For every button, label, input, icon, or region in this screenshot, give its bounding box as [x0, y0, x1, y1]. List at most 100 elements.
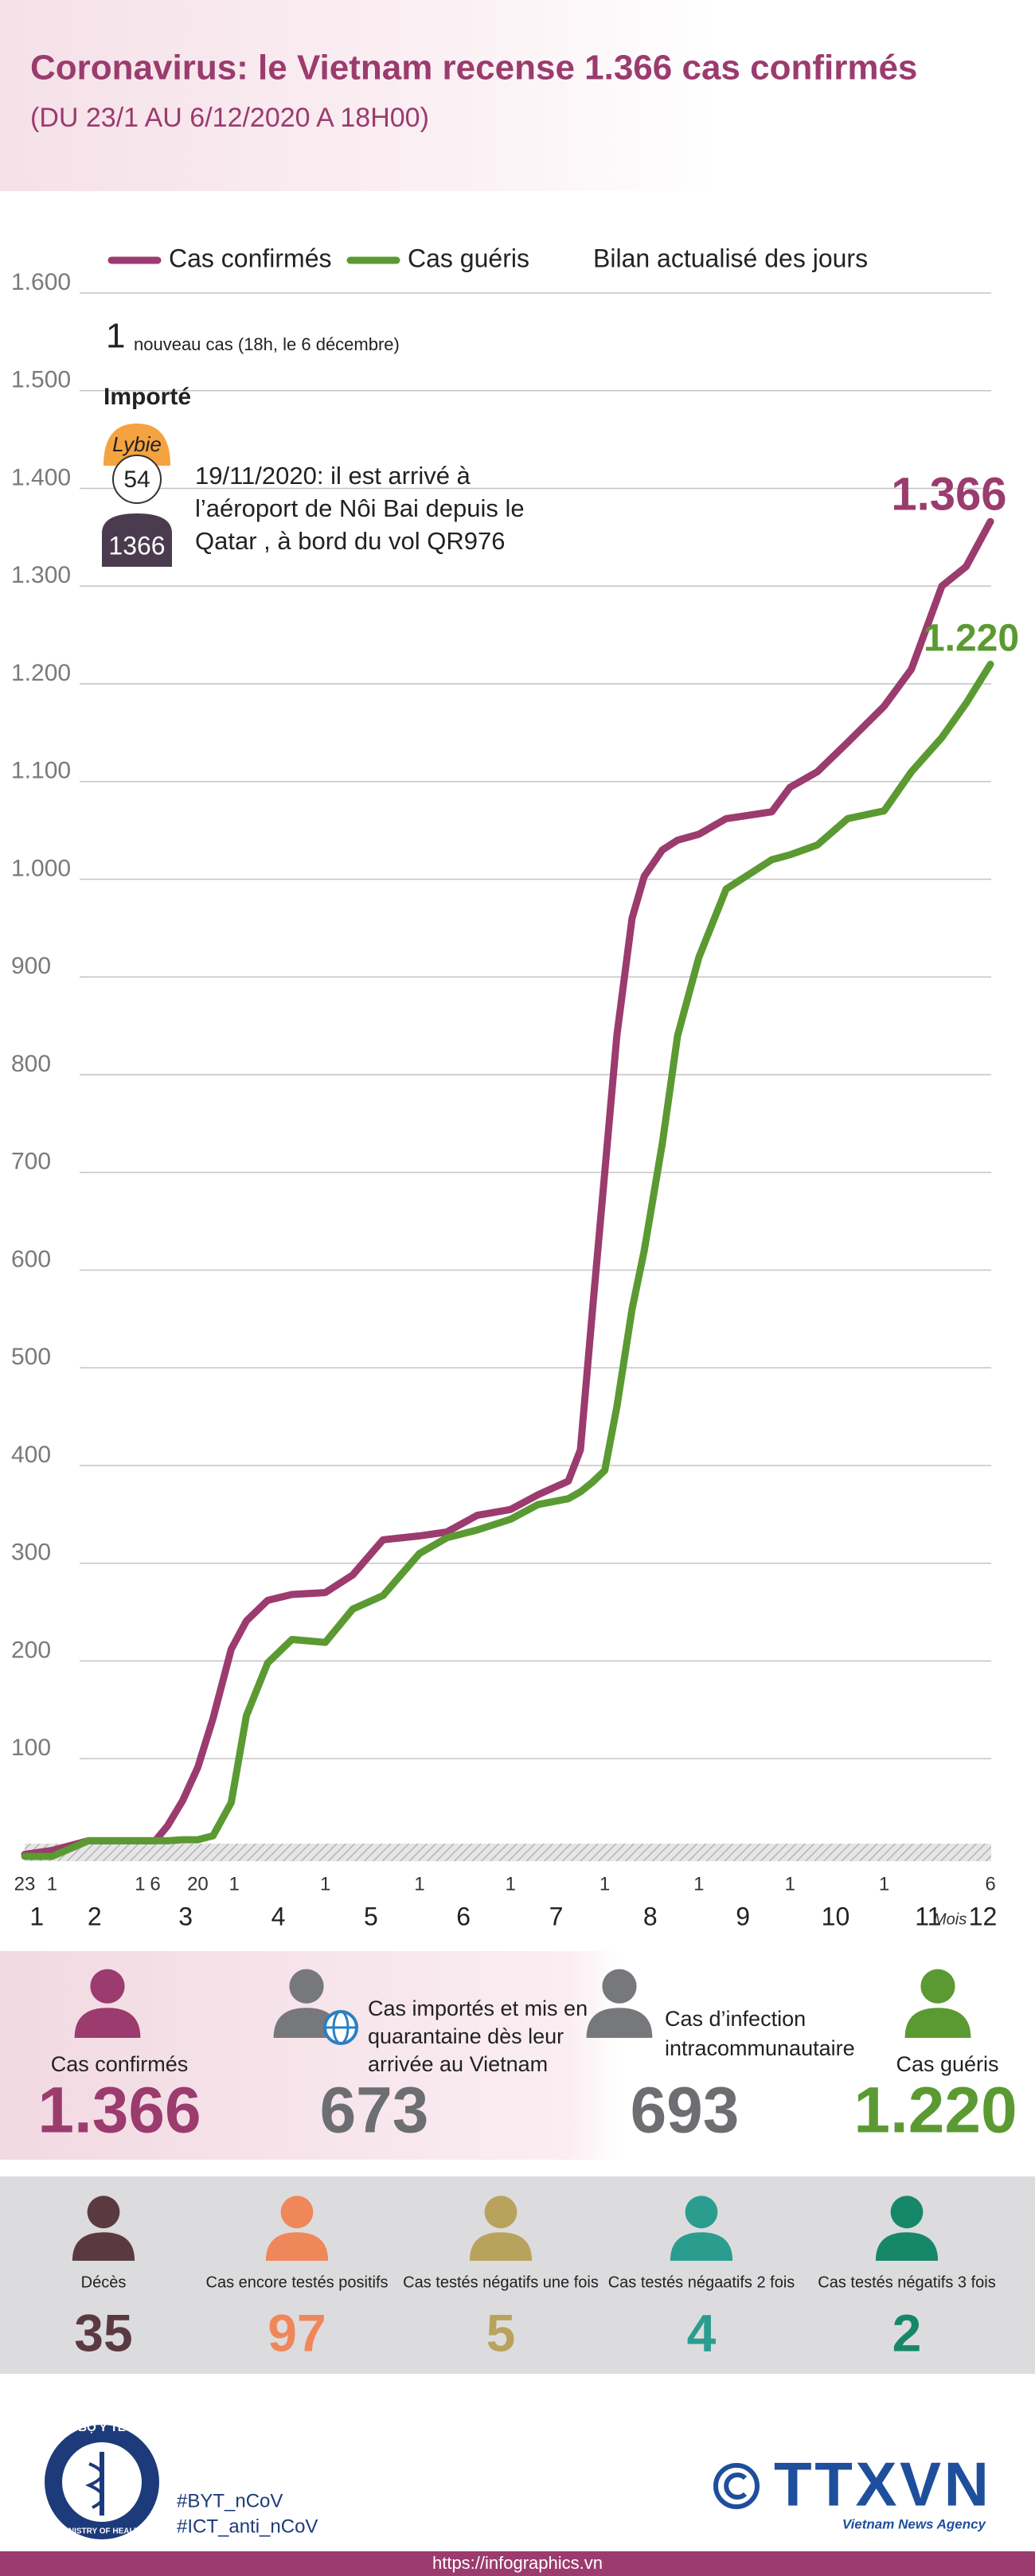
person-icon-body — [74, 2008, 141, 2038]
summary-background — [0, 1951, 1035, 2160]
x-tick-label: 1 — [414, 1873, 424, 1895]
person-icon-head — [685, 2195, 718, 2229]
x-tick-label: 1 — [600, 1873, 610, 1895]
summary-value: 1.220 — [853, 2074, 1017, 2147]
month-label: 6 — [456, 1902, 471, 1930]
status-value: 35 — [74, 2303, 132, 2362]
y-tick-label: 1.500 — [11, 367, 71, 393]
summary-label: Cas guéris — [896, 2052, 998, 2076]
person-icon-body — [469, 2232, 533, 2261]
copyright-c — [724, 2473, 748, 2500]
person-icon-body — [586, 2008, 653, 2038]
agency-subtitle: Vietnam News Agency — [842, 2516, 987, 2531]
month-label: 8 — [643, 1902, 658, 1930]
x-tick-label: 1 — [135, 1873, 145, 1895]
y-tick-label: 600 — [11, 1246, 51, 1272]
status-value: 5 — [486, 2303, 516, 2362]
y-tick-label: 400 — [11, 1442, 51, 1468]
footer-bar — [0, 2551, 1035, 2576]
status-value: 2 — [892, 2303, 922, 2362]
summary-value: 693 — [631, 2074, 740, 2147]
hatched-band — [25, 1844, 991, 1861]
person-icon-head — [87, 2195, 120, 2229]
person-icon-head — [484, 2195, 518, 2229]
summary-value: 673 — [320, 2074, 429, 2147]
annotation-line: 19/11/2020: il est arrivé à — [195, 462, 471, 490]
agency-logo: TTXVN — [774, 2449, 989, 2519]
x-tick-label: 23 — [14, 1873, 36, 1895]
person-icon-head — [920, 1969, 955, 2004]
x-tick-label: 6 — [985, 1873, 995, 1895]
annotation-line: Qatar , à bord du vol QR976 — [195, 527, 505, 555]
month-label: 3 — [178, 1902, 193, 1930]
status-label: Décès — [81, 2274, 127, 2291]
month-label: 7 — [549, 1902, 564, 1930]
series-line — [21, 661, 994, 1860]
month-label: 9 — [736, 1902, 750, 1930]
person-icon-head — [602, 1969, 637, 2004]
patient-origin: Lybie — [112, 432, 162, 456]
legend-label: Cas confirmés — [169, 244, 332, 272]
status-label: Cas testés négatifs 3 fois — [818, 2274, 995, 2291]
y-tick-label: 500 — [11, 1344, 51, 1370]
y-tick-label: 300 — [11, 1540, 51, 1566]
moh-logo-top: BỘ Y TẾ — [78, 2420, 125, 2434]
person-icon-head — [890, 2195, 924, 2229]
x-tick-label: 1 — [506, 1873, 516, 1895]
person-icon-body — [265, 2232, 329, 2261]
status-label: Cas testés négatifs une fois — [403, 2274, 599, 2291]
y-tick-label: 900 — [11, 953, 51, 979]
legend-label: Cas guéris — [408, 244, 529, 272]
patient-age: 54 — [123, 466, 150, 493]
y-tick-label: 800 — [11, 1051, 51, 1077]
month-label: 12 — [969, 1902, 998, 1930]
summary-value: 1.366 — [37, 2074, 201, 2147]
patient-head — [112, 455, 162, 504]
y-tick-label: 1.600 — [11, 269, 71, 295]
person-icon-body — [273, 2008, 340, 2038]
y-tick-label: 1.000 — [11, 855, 71, 881]
summary-label: intracommunautaire — [665, 2036, 855, 2060]
hashtag: #BYT_nCoV — [177, 2490, 283, 2512]
y-tick-label: 1.200 — [11, 660, 71, 686]
footer-url: https://infographics.vn — [432, 2553, 603, 2573]
moh-logo-snake — [85, 2462, 104, 2509]
end-value-label: 1.220 — [924, 618, 1019, 660]
person-icon-body — [72, 2232, 135, 2261]
summary-label: quarantaine dès leur — [368, 2024, 564, 2048]
legend-note: Bilan actualisé des jours — [593, 244, 868, 272]
x-tick-label: 1 — [693, 1873, 704, 1895]
person-icon-head — [90, 1969, 125, 2004]
title: Coronavirus: le Vietnam recense 1.366 ca… — [30, 49, 917, 88]
hashtag: #ICT_anti_nCoV — [177, 2516, 318, 2537]
x-tick-label: 1 — [320, 1873, 330, 1895]
status-background — [0, 2176, 1035, 2374]
header-background — [0, 0, 717, 191]
status-value: 4 — [687, 2303, 717, 2362]
patient-id: 1366 — [108, 531, 165, 560]
status-label: Cas encore testés positifs — [206, 2274, 389, 2291]
month-label: 5 — [364, 1902, 378, 1930]
summary-label: Cas importés et mis en — [368, 1996, 588, 2020]
month-label: 10 — [822, 1902, 850, 1930]
month-label: 1 — [29, 1902, 44, 1930]
moh-logo-bottom: MINISTRY OF HEALTH — [60, 2527, 144, 2536]
series-line — [21, 517, 994, 1858]
x-tick-label: 6 — [150, 1873, 160, 1895]
annotation-line: l’aéroport de Nôi Bai depuis le — [195, 494, 525, 522]
person-icon-body — [670, 2232, 733, 2261]
x-tick-label: 1 — [229, 1873, 240, 1895]
new-case-note: nouveau cas (18h, le 6 décembre) — [134, 334, 400, 354]
summary-label: Cas d’infection — [665, 2007, 806, 2031]
subtitle: (DU 23/1 AU 6/12/2020 A 18H00) — [30, 103, 429, 133]
copyright-mark — [713, 2463, 760, 2509]
month-label: 4 — [271, 1902, 286, 1930]
status-label: Cas testés négaatifs 2 fois — [608, 2274, 795, 2291]
patient-hair — [104, 423, 170, 466]
status-value: 97 — [268, 2303, 326, 2362]
patient-body — [102, 513, 172, 567]
summary-label: Cas confirmés — [51, 2052, 189, 2076]
x-tick-label: 1 — [47, 1873, 57, 1895]
person-icon-head — [289, 1969, 324, 2004]
